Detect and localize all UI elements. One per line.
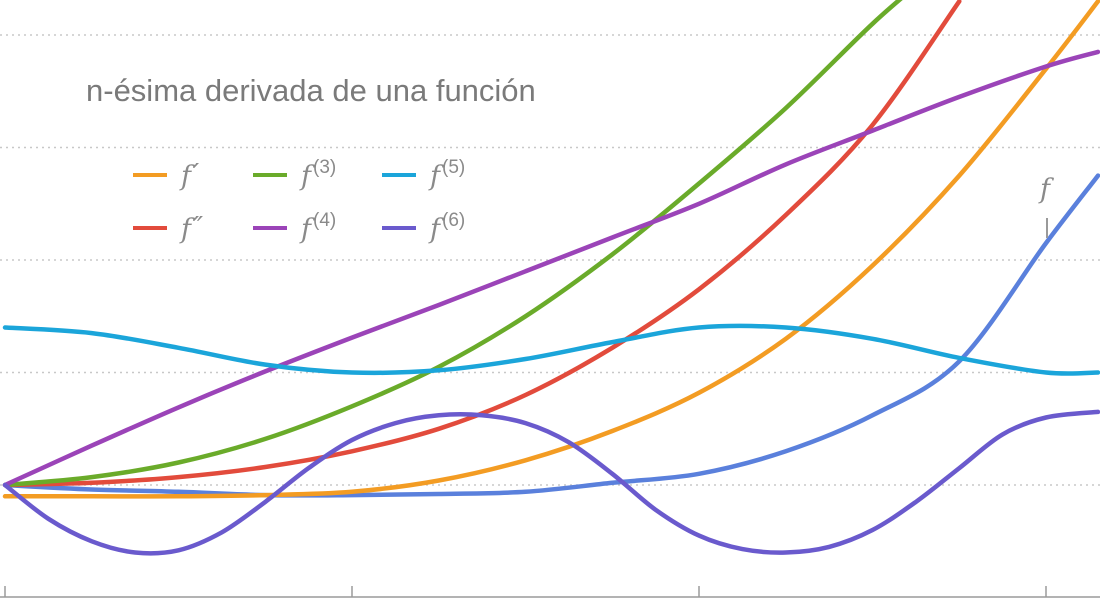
series-line-1: [2, 0, 1100, 499]
curve-label-text: f: [1038, 174, 1054, 205]
legend-item-0: f′: [133, 159, 199, 192]
x-axis: [0, 586, 1100, 598]
chart-title: n-ésima derivada de una función: [86, 73, 536, 108]
legend-item-3: f (4): [253, 210, 336, 245]
curve-label-f: f: [1038, 174, 1054, 238]
series-line-5: [2, 323, 1100, 376]
legend-item-4: f (5): [382, 157, 465, 192]
series-line-4: [2, 49, 1100, 488]
legend-item-1: f″: [133, 212, 203, 245]
legend-label-0: f′: [179, 159, 199, 192]
series-line-3: [2, 0, 903, 488]
curves: [2, 0, 1100, 556]
legend-item-2: f (3): [253, 157, 336, 192]
legend-label-3: f (4): [299, 210, 336, 245]
series-line-6: [2, 409, 1100, 556]
legend-label-5: f (6): [428, 210, 465, 245]
legend-label-2: f (3): [299, 157, 336, 192]
legend-item-5: f (6): [382, 210, 465, 245]
series-line-0: [2, 173, 1100, 498]
legend-label-4: f (5): [428, 157, 465, 192]
legend: f′ f″ f (3) f (4) f (5) f (6): [133, 157, 465, 245]
series-line-2: [2, 0, 962, 488]
legend-label-1: f″: [179, 212, 203, 245]
